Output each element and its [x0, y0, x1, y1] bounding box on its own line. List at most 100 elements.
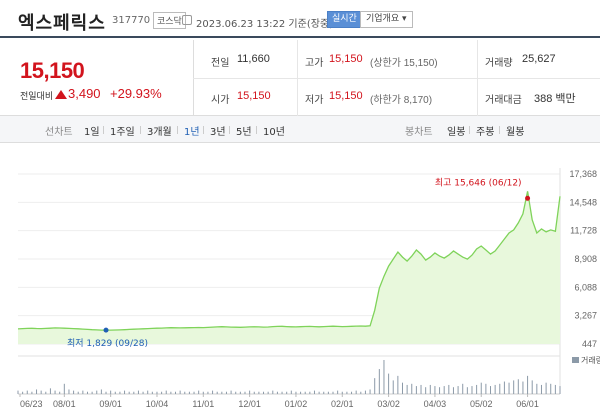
volume-bar: [401, 382, 403, 394]
volume-bar: [142, 391, 144, 394]
volume-bar: [170, 391, 172, 394]
volume-bar: [86, 391, 88, 394]
low-value: 15,150: [329, 90, 363, 102]
low-annotation: 최저 1,829 (09/28): [67, 338, 148, 349]
prev-close-value: 11,660: [237, 53, 270, 65]
volume-bar: [513, 380, 515, 394]
volume-bar: [374, 378, 376, 394]
stock-code: 317770: [112, 15, 151, 26]
price-chart[interactable]: 447 3,267 6,088 8,908 11,728 14,548 17,368 최고 …: [0, 150, 600, 412]
volume-bar: [22, 391, 24, 394]
volume-bar: [281, 391, 283, 394]
high-annotation: 최고 15,646 (06/12): [435, 177, 522, 188]
upper-limit: (상한가 15,150): [370, 58, 438, 69]
line-chart-label: 선차트: [45, 127, 73, 138]
volume-bar: [244, 391, 246, 394]
trade-amount-value: 388 백만: [534, 93, 576, 105]
tab-divider: [499, 126, 500, 134]
x-tick-label: 02/01: [331, 399, 354, 409]
y-tick-label: 3,267: [574, 311, 597, 321]
volume-bar: [309, 391, 311, 394]
tab-10y[interactable]: 10년: [263, 127, 285, 138]
volume-bar: [420, 384, 422, 394]
tab-1y[interactable]: 1년: [184, 127, 200, 138]
volume-bar: [494, 384, 496, 394]
volume-legend-swatch: [572, 357, 579, 363]
quote-panel: 15,150 전일대비 3,490 +29.93%: [0, 40, 600, 116]
tab-3m[interactable]: 3개월: [147, 127, 172, 138]
volume-bar: [110, 390, 112, 394]
volume-bar: [378, 369, 380, 394]
y-tick-label: 14,548: [569, 197, 597, 207]
volume-bar: [212, 390, 214, 394]
volume-bar: [161, 391, 163, 394]
divider: [297, 40, 298, 116]
volume-bar: [346, 391, 348, 394]
tab-weekly-candle[interactable]: 주봉: [476, 127, 495, 138]
volume-bar: [448, 384, 450, 394]
volume-bar: [337, 390, 339, 394]
volume-bar: [114, 391, 116, 394]
tab-1d[interactable]: 1일: [84, 127, 100, 138]
volume-bar: [313, 390, 315, 394]
volume-bar: [499, 383, 501, 394]
tab-1w[interactable]: 1주일: [110, 127, 135, 138]
volume-bar: [397, 375, 399, 394]
volume-bar: [388, 373, 390, 394]
volume-bar: [216, 391, 218, 394]
volume-bar: [462, 383, 464, 394]
volume-bar: [77, 391, 79, 394]
tab-5y[interactable]: 5년: [236, 127, 252, 138]
volume-bar: [156, 391, 158, 394]
volume-bar: [429, 384, 431, 394]
x-tick-label: 10/04: [146, 399, 169, 409]
lower-limit: (하한가 8,170): [370, 95, 433, 106]
change-amount: 3,490: [68, 86, 101, 101]
volume-bar: [323, 391, 325, 394]
trade-amount-label: 거래대금: [485, 95, 522, 106]
x-tick-label: 06/01: [516, 399, 539, 409]
volume-bar: [540, 384, 542, 394]
volume-bar: [124, 390, 126, 394]
volume-bar: [258, 391, 260, 394]
volume-bar: [165, 390, 167, 394]
volume-bar: [17, 390, 19, 394]
change-label: 전일대비: [20, 92, 54, 102]
volume-bar: [466, 387, 468, 394]
volume-bar: [100, 389, 102, 394]
x-tick-label: 06/23: [20, 399, 43, 409]
divider: [193, 78, 600, 79]
volume-bar: [332, 391, 334, 394]
volume-bar: [425, 387, 427, 394]
volume-bar: [82, 390, 84, 394]
volume-bar: [225, 391, 227, 394]
volume-bar: [151, 391, 153, 394]
x-tick-label: 05/02: [470, 399, 493, 409]
volume-bar: [207, 391, 209, 394]
volume-bar: [327, 391, 329, 394]
volume-bar: [59, 391, 61, 394]
company-overview-button[interactable]: 기업개요 ▾: [360, 11, 413, 28]
volume-bar: [457, 386, 459, 394]
tab-daily-candle[interactable]: 일봉: [447, 127, 466, 138]
volume-bar: [249, 390, 251, 394]
volume-bar: [230, 390, 232, 394]
tab-monthly-candle[interactable]: 월봉: [506, 127, 525, 138]
volume-bar: [133, 391, 135, 394]
high-label: 고가: [305, 58, 324, 69]
volume-bar: [26, 390, 28, 394]
volume-bar: [485, 383, 487, 394]
tab-3y[interactable]: 3년: [210, 127, 226, 138]
x-tick-label: 09/01: [99, 399, 122, 409]
volume-bar: [267, 391, 269, 394]
divider: [477, 40, 478, 116]
volume-bar: [517, 379, 519, 394]
tab-divider: [229, 126, 230, 134]
volume-bar: [355, 390, 357, 394]
realtime-button[interactable]: 실시간: [327, 11, 362, 28]
market-badge: 코스닥: [153, 12, 186, 29]
x-tick-label: 01/02: [285, 399, 308, 409]
volume-bar: [522, 381, 524, 394]
quote-timestamp: 2023.06.23 13:22 기준(장중): [196, 19, 334, 30]
tab-divider: [203, 126, 204, 134]
